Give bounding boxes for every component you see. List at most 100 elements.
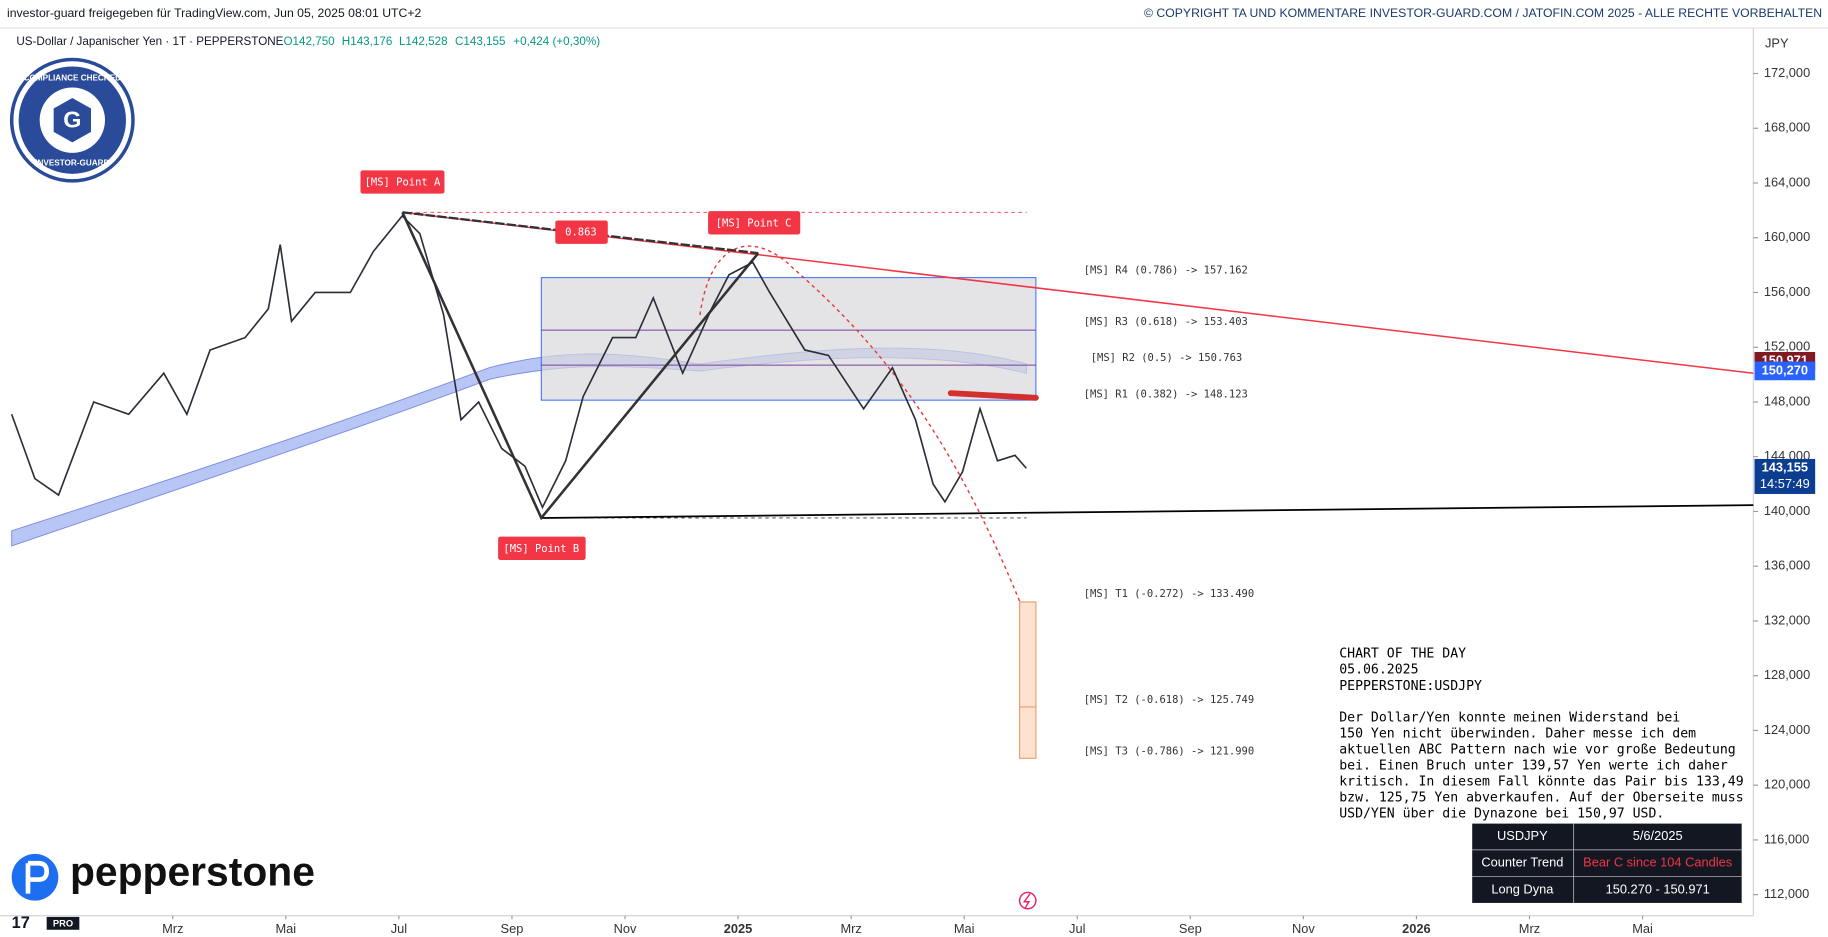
commentary-title: CHART OF THE DAY [1339,646,1466,661]
y-tick-label: 140,000 [1764,503,1810,518]
ohlc-close: C143,155 [455,35,506,48]
ohlc-high: H143,176 [342,35,393,48]
level-label: [MS] R1 (0.382) -> 148.123 [1084,388,1248,400]
y-tick-label: 168,000 [1764,120,1810,135]
x-tick-label: 2026 [1402,921,1431,936]
level-label: [MS] R2 (0.5) -> 150.763 [1091,352,1243,364]
y-tick-label: 160,000 [1764,229,1810,244]
badge-top: COMPLIANCE CHECKED [24,73,122,82]
level-label: [MS] R4 (0.786) -> 157.162 [1084,265,1248,277]
x-tick-label: Mrz [1519,921,1540,936]
commentary-line: 150 Yen nicht überwinden. Daher messe ic… [1339,726,1696,741]
y-tick-label: 112,000 [1764,886,1809,901]
support-line [541,504,1754,519]
x-tick-label: Mai [954,921,975,936]
badge-bottom: INVESTOR-GUARD [35,158,109,167]
tv-pro: PRO [53,918,73,928]
brand-name: pepperstone [70,849,315,895]
y-tick-label: 132,000 [1764,612,1810,627]
x-tick-label: Jul [1069,921,1085,936]
badge-letter: G [63,106,81,132]
table-cell: Long Dyna [1491,881,1554,896]
label-text: [MS] Point A [365,177,441,189]
commentary-line: Der Dollar/Yen konnte meinen Widerstand … [1339,710,1680,725]
brand-glyph [25,860,49,894]
price-tag [1754,458,1816,494]
x-tick-label: Mai [1632,921,1653,936]
label-text: [MS] Point B [503,543,579,555]
y-tick-label: 148,000 [1764,393,1810,408]
x-tick-label: 2025 [724,921,753,936]
ohlc-change: +0,424 (+0,30%) [513,35,600,48]
point-b-label: [MS] Point B [498,536,586,560]
abc-pattern [401,211,760,521]
table-cell: USDJPY [1497,828,1548,843]
y-tick-label: 164,000 [1764,174,1810,189]
ohlc-open: O142,750 [283,35,335,48]
level-label: [MS] R3 (0.618) -> 153.403 [1084,316,1248,328]
commentary-line: bzw. 125,75 Yen abverkaufen. Auf der Obe… [1339,790,1743,805]
price-tag-label: 143,155 [1762,460,1808,475]
lightning-icon [1018,891,1037,910]
symbol-line: US-Dollar / Japanischer Yen · 1T · PEPPE… [16,35,600,48]
level-label: [MS] T2 (-0.618) -> 125.749 [1084,694,1254,706]
badge-hex [53,98,91,143]
commentary: CHART OF THE DAY 05.06.2025 PEPPERSTONE:… [1339,646,1744,821]
resistance-marker [947,390,1039,401]
point-c-label: [MS] Point C [708,211,801,235]
brand-logo: pepperstone [11,849,315,901]
commentary-line: USD/YEN über die Dynazone bei 150,97 USD… [1339,806,1664,821]
y-tick-label: 128,000 [1764,667,1810,682]
label-text: [MS] Point C [716,217,792,229]
summary-table: USDJPY 5/6/2025 Counter Trend Bear C sin… [1472,823,1742,903]
target-box [1018,601,1037,759]
commentary-symbol: PEPPERSTONE:USDJPY [1339,679,1482,694]
level-label: [MS] T3 (-0.786) -> 121.990 [1084,745,1254,757]
x-tick-label: Mai [275,921,296,936]
tv-pro-bg [46,916,80,930]
symbol-name: US-Dollar / Japanischer Yen · 1T · PEPPE… [16,35,283,48]
ohlc-low: L142,528 [399,35,448,48]
x-tick-label: Mrz [840,921,861,936]
y-tick-label: 172,000 [1764,65,1810,80]
table-cell: 5/6/2025 [1633,828,1683,843]
y-tick-label: 152,000 [1764,339,1810,354]
label-text: 0.863 [565,227,597,239]
header-left: investor-guard freigegeben für TradingVi… [7,6,421,20]
x-tick-label: Nov [1292,921,1315,936]
commentary-line: bei. Einen Bruch unter 139,57 Yen werte … [1339,758,1728,773]
x-tick-label: Sep [1179,921,1202,936]
y-tick-label: 120,000 [1764,777,1810,792]
axis-unit: JPY [1765,36,1789,51]
projection-curve [699,245,1028,619]
badge: G COMPLIANCE CHECKED INVESTOR-GUARD [9,57,135,183]
x-tick-label: Jul [391,921,407,936]
price-tag [1754,361,1816,381]
point-a-label: [MS] Point A [360,170,445,194]
ratio-label: 0.863 [555,220,608,244]
price-tag-label: 150,270 [1762,362,1808,377]
y-tick-label: 156,000 [1764,284,1810,299]
x-tick-label: Sep [501,921,524,936]
price-line [10,214,1027,510]
table-cell: Counter Trend [1481,855,1563,870]
y-tick-label: 116,000 [1764,831,1809,846]
y-tick-label: 136,000 [1764,558,1810,573]
commentary-date: 05.06.2025 [1339,663,1418,678]
x-tick-label: Nov [614,921,637,936]
commentary-line: kritisch. In diesem Fall könnte das Pair… [1339,774,1744,789]
commentary-line: aktuellen ABC Pattern nach wie vor große… [1339,742,1736,757]
y-tick-label: 124,000 [1764,722,1810,737]
countdown: 14:57:49 [1760,476,1810,491]
table-cell: 150.270 - 150.971 [1606,881,1710,896]
level-label: [MS] T1 (-0.272) -> 133.490 [1084,588,1254,600]
header-right: © COPYRIGHT TA UND KOMMENTARE INVESTOR-G… [1144,6,1822,20]
x-tick-label: Mrz [162,921,183,936]
tv-logo: 17 PRO [12,914,80,932]
table-cell: Bear C since 104 Candles [1583,855,1732,870]
tv-mark: 17 [12,914,30,932]
fib-box [540,277,1037,401]
table-bg [1472,823,1742,903]
